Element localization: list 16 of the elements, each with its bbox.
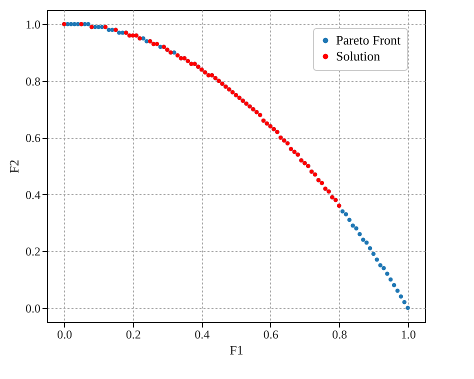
x-axis-title: F1: [230, 342, 244, 358]
x-tick-label: 0.0: [57, 328, 72, 342]
y-tick-label: 0.4: [26, 188, 40, 202]
y-tick-label: 0.6: [26, 131, 40, 146]
y-tick-label: 1.0: [26, 18, 40, 32]
x-tick-label: 0.4: [194, 328, 210, 342]
x-tick-label: 0.8: [332, 328, 348, 342]
x-tick-label: 1.0: [400, 328, 416, 342]
x-tick-label: 0.6: [263, 328, 278, 342]
legend-label: Pareto Front: [336, 32, 402, 48]
y-tick-label: 0.2: [26, 244, 40, 259]
x-tick-label: 0.2: [126, 328, 141, 342]
y-tick-label: 0.0: [26, 301, 40, 316]
legend-label: Solution: [336, 48, 381, 64]
y-axis-title: F2: [6, 160, 22, 174]
y-tick-label: 0.8: [26, 74, 40, 88]
